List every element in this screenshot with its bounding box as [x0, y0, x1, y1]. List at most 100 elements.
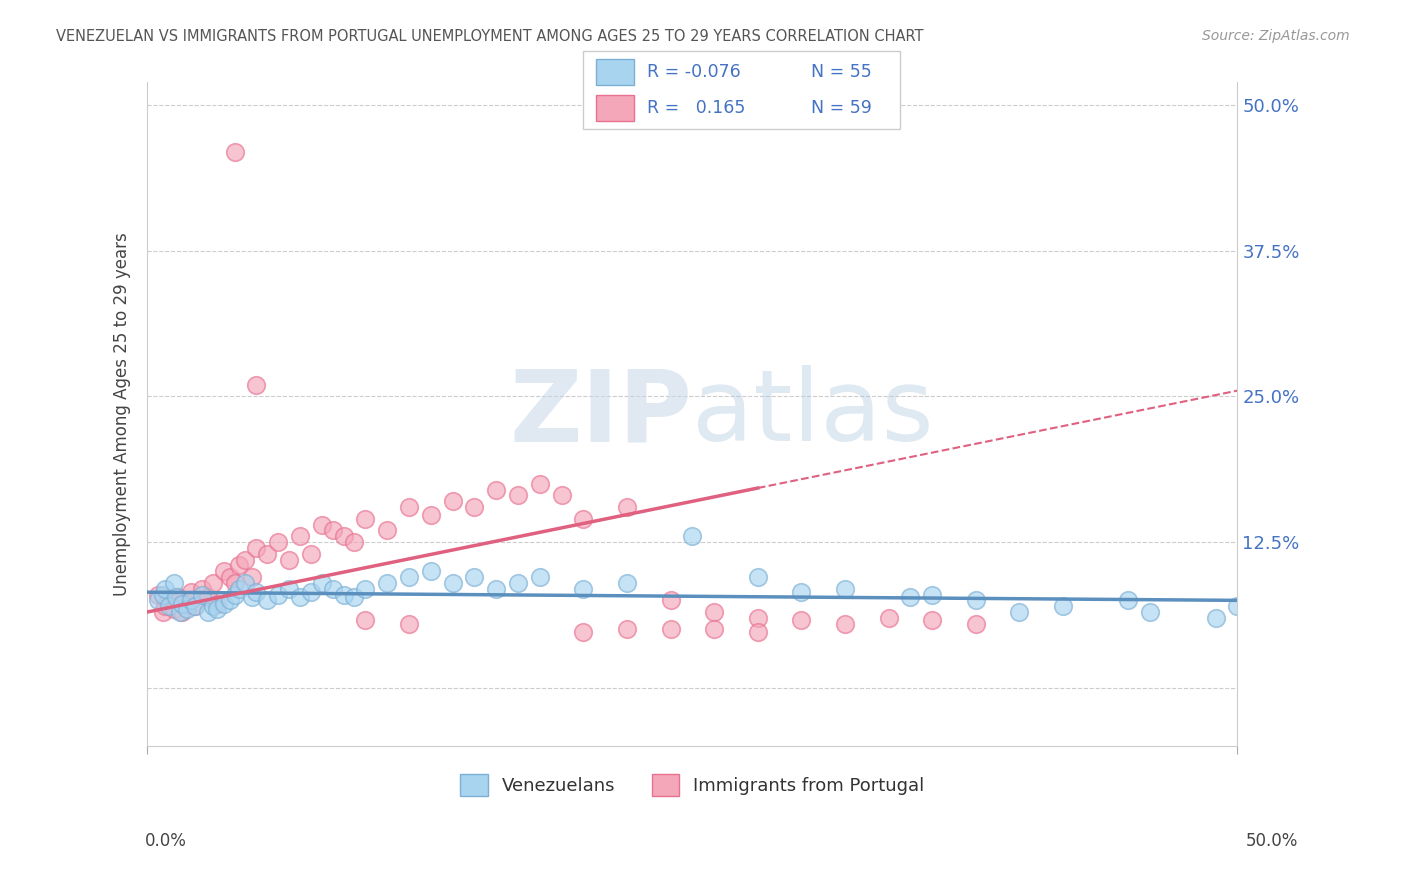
Point — [148, 593, 170, 607]
Point — [398, 570, 420, 584]
Point — [267, 588, 290, 602]
Point — [201, 575, 224, 590]
Point — [747, 624, 769, 639]
Point — [747, 611, 769, 625]
Point — [219, 570, 242, 584]
Point — [703, 605, 725, 619]
Text: R =   0.165: R = 0.165 — [647, 99, 745, 117]
Point — [288, 590, 311, 604]
Point — [441, 575, 464, 590]
Point — [245, 377, 267, 392]
Point — [1226, 599, 1249, 614]
Point — [299, 585, 322, 599]
Point — [224, 588, 246, 602]
Point — [506, 575, 529, 590]
Text: atlas: atlas — [692, 366, 934, 462]
Point — [659, 593, 682, 607]
Point — [790, 613, 813, 627]
Point — [398, 500, 420, 515]
Point — [463, 500, 485, 515]
Point — [1008, 605, 1031, 619]
Point — [343, 535, 366, 549]
Point — [180, 585, 202, 599]
Point — [191, 582, 214, 596]
Point — [201, 599, 224, 614]
Point — [398, 616, 420, 631]
Point — [219, 593, 242, 607]
Point — [354, 512, 377, 526]
FancyBboxPatch shape — [596, 95, 634, 121]
Point — [235, 552, 257, 566]
Point — [169, 605, 191, 619]
Point — [212, 597, 235, 611]
Point — [267, 535, 290, 549]
Point — [228, 558, 250, 573]
Point — [240, 590, 263, 604]
Point — [205, 601, 228, 615]
Point — [152, 588, 174, 602]
FancyBboxPatch shape — [596, 59, 634, 86]
Point — [1118, 593, 1140, 607]
Point — [240, 570, 263, 584]
Point — [311, 575, 333, 590]
Point — [165, 590, 187, 604]
Point — [463, 570, 485, 584]
Point — [157, 599, 180, 614]
Y-axis label: Unemployment Among Ages 25 to 29 years: Unemployment Among Ages 25 to 29 years — [114, 232, 131, 596]
Point — [172, 605, 194, 619]
Point — [616, 575, 638, 590]
Point — [659, 623, 682, 637]
Point — [153, 599, 176, 614]
Point — [354, 613, 377, 627]
Point — [898, 590, 921, 604]
Point — [572, 512, 595, 526]
Point — [529, 570, 551, 584]
Text: 0.0%: 0.0% — [145, 831, 187, 849]
FancyBboxPatch shape — [583, 51, 900, 129]
Point — [205, 597, 228, 611]
Point — [616, 623, 638, 637]
Point — [224, 575, 246, 590]
Point — [322, 524, 344, 538]
Text: Source: ZipAtlas.com: Source: ZipAtlas.com — [1202, 29, 1350, 43]
Point — [703, 623, 725, 637]
Text: R = -0.076: R = -0.076 — [647, 63, 741, 81]
Point — [681, 529, 703, 543]
Point — [506, 488, 529, 502]
Point — [167, 590, 190, 604]
Point — [288, 529, 311, 543]
Point — [299, 547, 322, 561]
Point — [747, 570, 769, 584]
Point — [572, 582, 595, 596]
Point — [441, 494, 464, 508]
Text: 50.0%: 50.0% — [1246, 831, 1299, 849]
Point — [921, 613, 943, 627]
Point — [354, 582, 377, 596]
Point — [485, 483, 508, 497]
Point — [256, 547, 278, 561]
Point — [153, 582, 176, 596]
Point — [834, 616, 856, 631]
Point — [228, 582, 250, 596]
Point — [1052, 599, 1074, 614]
Point — [245, 585, 267, 599]
Point — [176, 597, 198, 611]
Point — [322, 582, 344, 596]
Point — [485, 582, 508, 596]
Point — [375, 575, 398, 590]
Point — [375, 524, 398, 538]
Point — [834, 582, 856, 596]
Point — [616, 500, 638, 515]
Point — [245, 541, 267, 555]
Point — [212, 564, 235, 578]
Point — [877, 611, 900, 625]
Point — [162, 601, 184, 615]
Point — [278, 552, 301, 566]
Point — [965, 616, 987, 631]
Point — [152, 605, 174, 619]
Point — [572, 624, 595, 639]
Point — [162, 575, 184, 590]
Point — [311, 517, 333, 532]
Point — [965, 593, 987, 607]
Point — [172, 597, 194, 611]
